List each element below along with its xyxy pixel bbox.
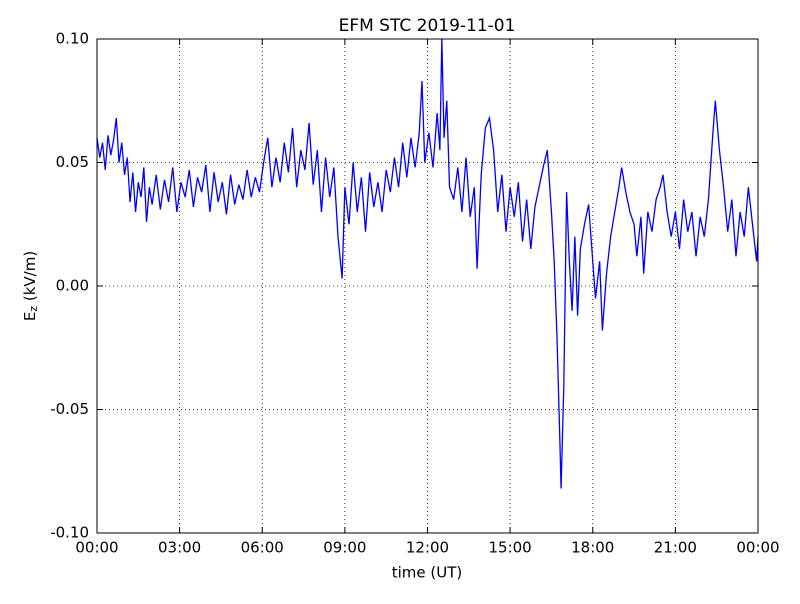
- y-tick-label: 0.10: [56, 30, 89, 48]
- x-tick-label: 03:00: [158, 539, 201, 557]
- y-label-unit: (kV/m): [21, 251, 39, 306]
- x-tick-label: 12:00: [406, 539, 449, 557]
- y-label-main: E: [21, 312, 39, 321]
- x-tick-label: 00:00: [75, 539, 118, 557]
- x-axis-label: time (UT): [392, 564, 463, 582]
- x-tick-label: 21:00: [654, 539, 697, 557]
- x-tick-label: 00:00: [736, 539, 779, 557]
- y-tick-label: -0.05: [50, 400, 89, 418]
- x-tick-label: 15:00: [489, 539, 532, 557]
- y-tick-label: 0.00: [56, 277, 89, 295]
- y-tick-label: 0.05: [56, 153, 89, 171]
- y-axis-label: Ez (kV/m): [21, 251, 41, 321]
- data-line: [96, 38, 759, 489]
- x-tick-label: 06:00: [241, 539, 284, 557]
- y-label-sub: z: [27, 306, 40, 312]
- x-tick-label: 09:00: [323, 539, 366, 557]
- y-tick-label: -0.10: [50, 524, 89, 542]
- plot-frame: [96, 38, 759, 534]
- chart-title: EFM STC 2019-11-01: [339, 16, 516, 36]
- x-tick-label: 18:00: [571, 539, 614, 557]
